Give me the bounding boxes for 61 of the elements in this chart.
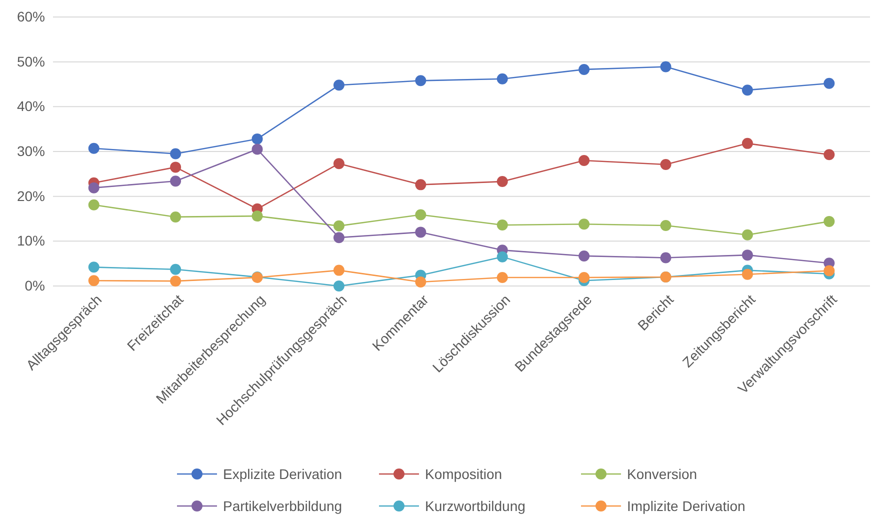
point — [88, 262, 100, 273]
point — [88, 142, 100, 154]
y-tick-label: 50% — [16, 53, 45, 70]
point — [415, 179, 426, 190]
point — [88, 199, 100, 210]
point — [170, 211, 182, 222]
legend-label: Kurzwortbildung — [425, 498, 526, 514]
point — [496, 251, 508, 262]
point — [415, 226, 426, 238]
point — [170, 276, 182, 287]
y-tick-label: 0% — [24, 277, 45, 294]
legend-label: Implizite Derivation — [627, 498, 746, 514]
point — [496, 220, 508, 231]
legend-label: Komposition — [425, 466, 502, 482]
point — [88, 182, 100, 194]
point — [333, 80, 344, 91]
point — [742, 268, 753, 280]
point — [333, 280, 344, 292]
y-tick-label: 30% — [16, 142, 45, 159]
point — [415, 75, 426, 86]
point — [415, 209, 426, 220]
point — [824, 78, 835, 89]
point — [578, 218, 590, 230]
point — [496, 272, 508, 283]
point — [742, 229, 753, 240]
point — [578, 272, 590, 283]
point — [824, 149, 835, 160]
point — [415, 276, 426, 288]
point — [578, 250, 590, 262]
legend-label: Explizite Derivation — [223, 466, 342, 482]
point — [824, 265, 835, 276]
legend-label: Konversion — [627, 466, 698, 482]
point — [333, 264, 344, 276]
point — [578, 154, 590, 166]
point — [170, 162, 182, 173]
point — [496, 73, 508, 84]
point — [660, 252, 672, 264]
point — [170, 176, 182, 187]
y-tick-label: 40% — [16, 98, 45, 114]
point — [170, 148, 182, 160]
point — [742, 84, 753, 96]
point — [660, 61, 672, 72]
point — [824, 216, 835, 227]
point — [252, 144, 263, 155]
legend-label: Partikelverbbildung — [223, 498, 342, 514]
point — [88, 275, 100, 286]
point — [170, 264, 182, 275]
point — [333, 158, 344, 170]
point — [578, 64, 590, 75]
y-tick-label: 10% — [16, 232, 45, 249]
point — [252, 210, 263, 222]
point — [742, 250, 753, 261]
point — [742, 138, 753, 149]
point — [252, 133, 263, 144]
point — [660, 220, 672, 231]
y-tick-label: 60% — [16, 8, 45, 24]
point — [660, 159, 672, 170]
y-tick-label: 20% — [16, 188, 45, 204]
point — [333, 220, 344, 232]
point — [333, 232, 344, 244]
point — [496, 176, 508, 188]
